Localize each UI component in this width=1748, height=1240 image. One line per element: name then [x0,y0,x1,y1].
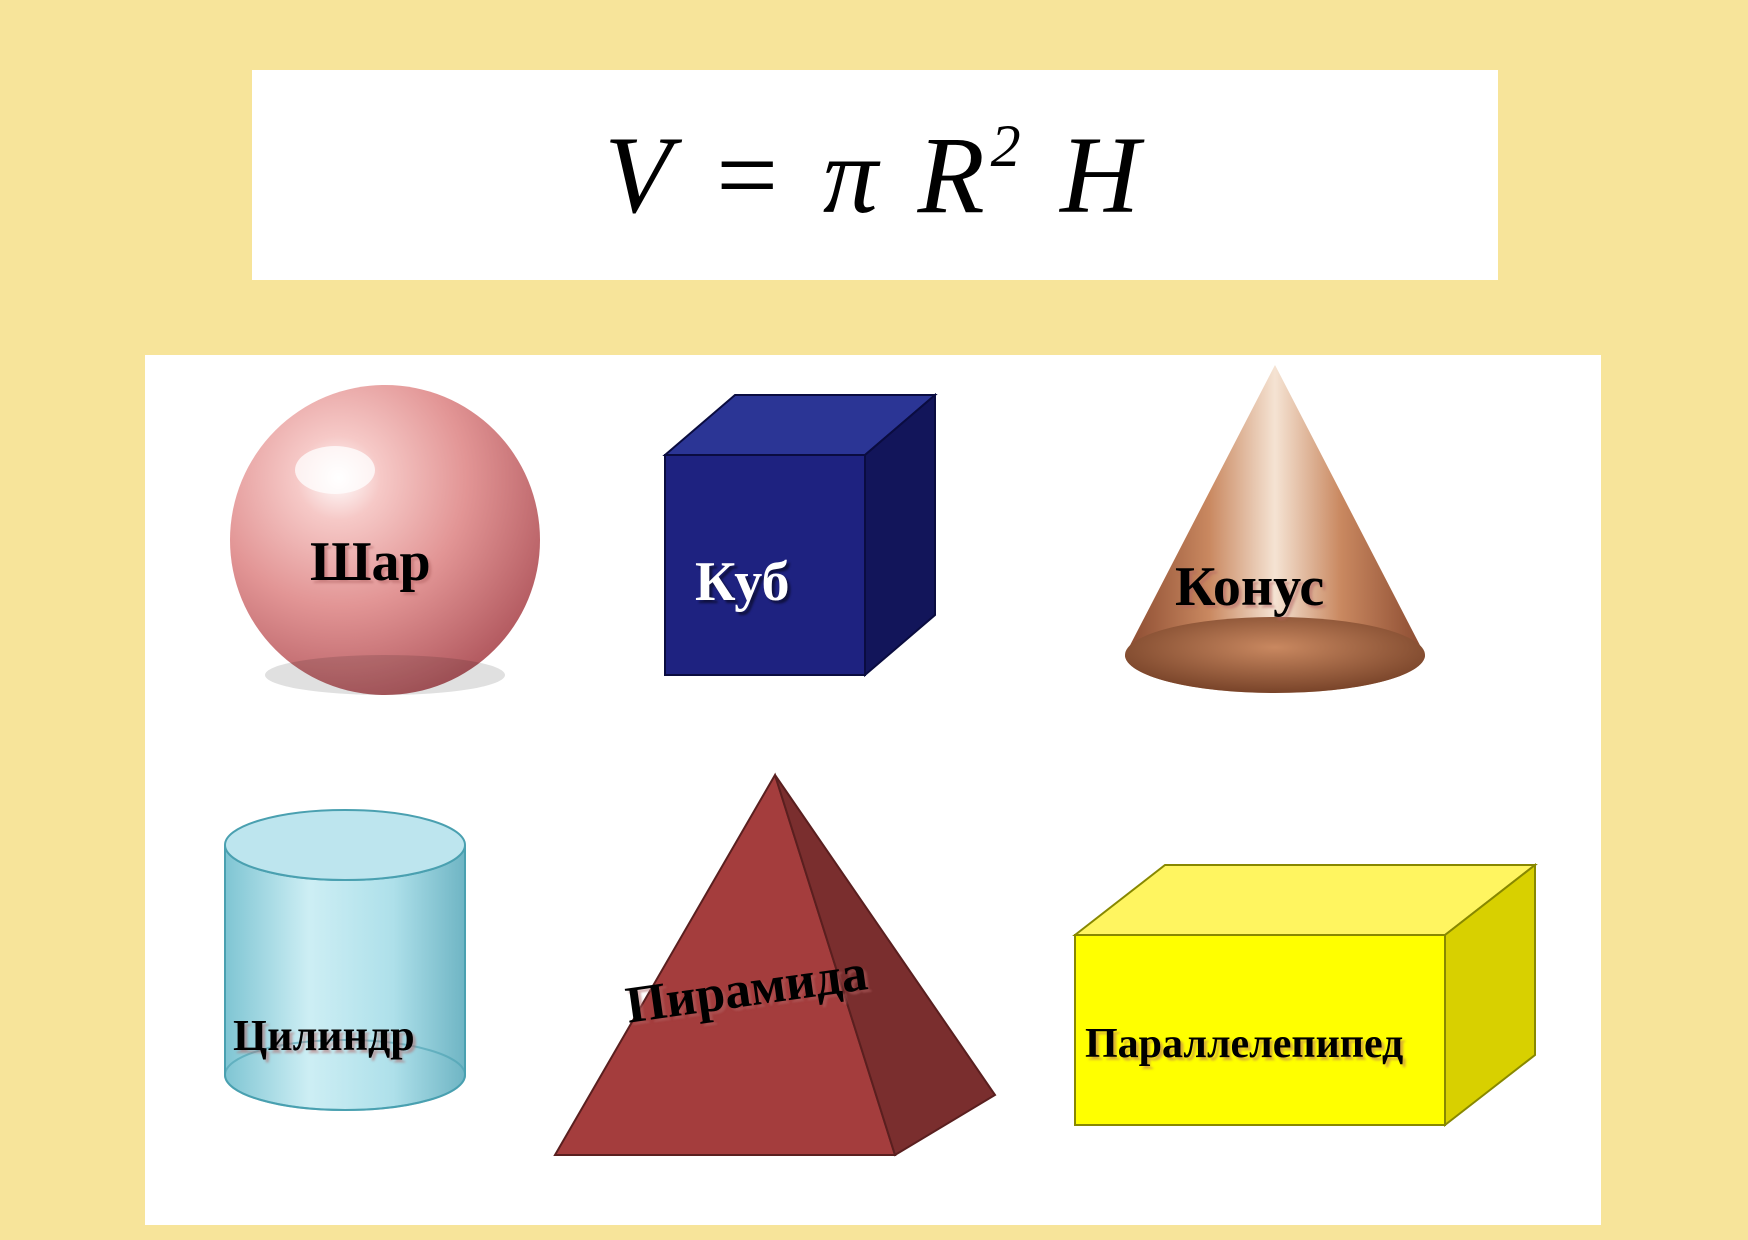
formula-exp: 2 [991,113,1027,179]
sphere-label: Шар [310,530,431,594]
cube-label: Куб [695,550,789,614]
volume-formula: V = π R2 H [604,112,1145,239]
formula-v: V [604,114,675,236]
shape-cone: Конус [1065,355,1485,735]
shape-cube: Куб [625,375,985,735]
formula-eq: = [676,114,823,236]
formula-h: H [1027,114,1146,236]
cylinder-label: Цилиндр [233,1010,415,1061]
shape-cuboid: Параллелепипед [1055,845,1575,1165]
cuboid-icon [1055,845,1575,1165]
shape-pyramid: Пирамида [525,755,1025,1195]
cube-icon [625,375,985,735]
formula-pi: π [823,114,884,236]
cone-label: Конус [1175,555,1324,619]
formula-box: V = π R2 H [252,70,1498,280]
shapes-panel: Шар Куб [145,355,1601,1225]
cuboid-label: Параллелепипед [1085,1020,1403,1068]
cylinder-icon [185,775,505,1155]
cone-icon [1065,355,1485,735]
shape-sphere: Шар [205,365,565,725]
shape-cylinder: Цилиндр [185,775,505,1155]
formula-r: R [917,114,990,236]
